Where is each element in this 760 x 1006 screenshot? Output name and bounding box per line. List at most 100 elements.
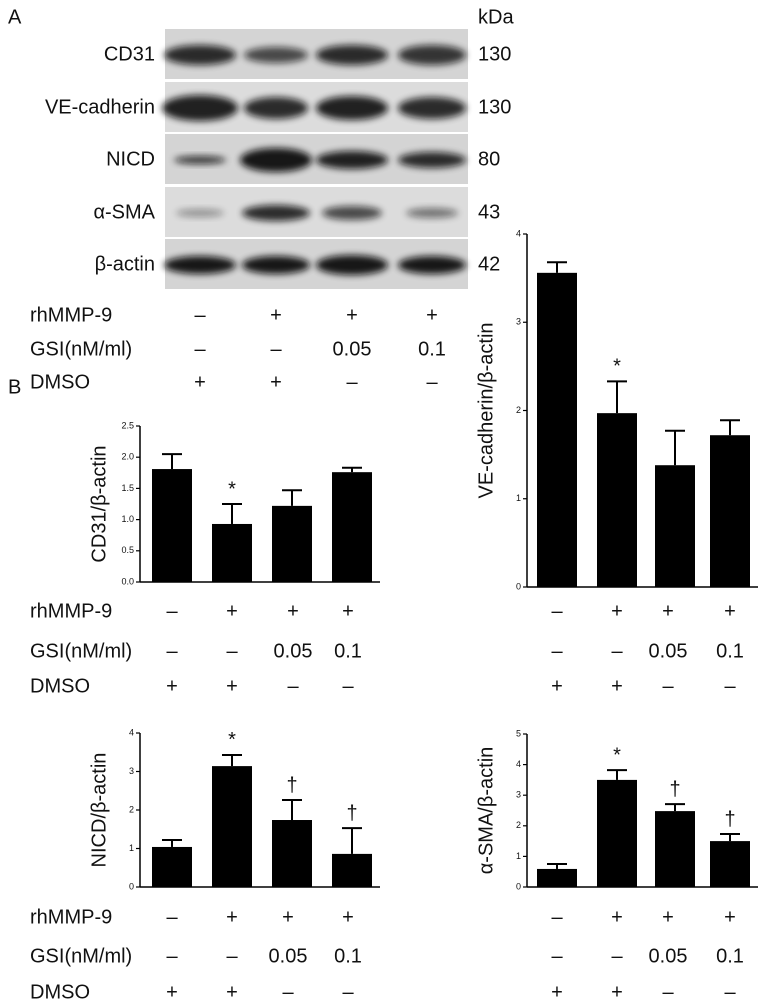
annotation: † (286, 774, 297, 796)
blot-band (316, 96, 388, 120)
treatment-value: + (342, 600, 354, 622)
blot-band (164, 256, 236, 274)
treatment-value: + (551, 981, 563, 1003)
treatment-value: 0.05 (649, 945, 688, 967)
treatment-value: + (724, 600, 736, 622)
y-tick-label: 4 (129, 727, 134, 737)
y-tick-label: 2.5 (121, 420, 134, 430)
y-tick-label: 0.5 (121, 545, 134, 555)
bar (597, 413, 637, 587)
blot-band (242, 256, 310, 274)
treatment-value: – (226, 945, 238, 967)
treatment-value: + (226, 600, 238, 622)
treatment-value: + (662, 600, 674, 622)
blot-band (398, 256, 466, 274)
y-tick-label: 1.5 (121, 483, 134, 493)
treatment-label: DMSO (30, 981, 90, 1003)
treatment-value: – (166, 906, 178, 928)
treatment-value: + (611, 906, 623, 928)
blot-band (176, 209, 224, 217)
treatment-value: – (342, 675, 354, 697)
protein-label: NICD (106, 148, 155, 170)
treatment-value: – (724, 675, 736, 697)
blot-band (174, 156, 226, 164)
blot-band (316, 151, 388, 169)
treatment-value: – (346, 371, 358, 393)
treatment-value: – (551, 945, 563, 967)
panel-label: A (8, 6, 22, 28)
treatment-value: – (166, 640, 178, 662)
y-tick-label: 1 (129, 843, 134, 853)
bar (710, 435, 750, 587)
treatment-value: + (724, 906, 736, 928)
treatment-value: + (611, 600, 623, 622)
treatment-value: – (551, 640, 563, 662)
bar (597, 779, 637, 887)
treatment-value: + (226, 906, 238, 928)
treatment-value: + (166, 981, 178, 1003)
treatment-value: 0.05 (649, 640, 688, 662)
treatment-value: – (611, 640, 623, 662)
annotation: * (613, 744, 621, 766)
kda-label: 130 (478, 43, 511, 65)
y-tick-label: 2 (516, 820, 521, 830)
treatment-label: GSI(nM/ml) (30, 945, 132, 967)
bar (272, 820, 312, 887)
treatment-value: – (166, 600, 178, 622)
bar (655, 465, 695, 587)
y-tick-label: 1 (516, 493, 521, 503)
annotation: † (346, 802, 357, 824)
treatment-value: + (551, 675, 563, 697)
treatment-value: – (662, 981, 674, 1003)
bar (710, 841, 750, 887)
treatment-value: 0.05 (333, 338, 372, 360)
treatment-label: rhMMP-9 (30, 304, 112, 326)
bar (272, 505, 312, 582)
blot-band (244, 97, 308, 119)
treatment-value: + (226, 981, 238, 1003)
blot-band (162, 95, 238, 121)
treatment-value: – (194, 338, 206, 360)
bar (332, 472, 372, 582)
y-tick-label: 0 (516, 581, 521, 591)
blot-band (398, 45, 466, 65)
treatment-value: + (346, 304, 358, 326)
treatment-value: – (551, 906, 563, 928)
treatment-value: 0.1 (418, 338, 446, 360)
y-tick-label: 0 (129, 881, 134, 891)
treatment-value: + (662, 906, 674, 928)
blot-band (242, 205, 310, 221)
panel-label: B (8, 376, 21, 398)
bar (537, 272, 577, 587)
treatment-label: GSI(nM/ml) (30, 640, 132, 662)
protein-label: α-SMA (93, 201, 155, 223)
y-axis-label: VE-cadherin/β-actin (475, 322, 497, 498)
treatment-value: 0.05 (274, 640, 313, 662)
bar (152, 846, 192, 887)
treatment-value: – (166, 945, 178, 967)
y-tick-label: 3 (129, 766, 134, 776)
treatment-value: + (166, 675, 178, 697)
treatment-value: 0.1 (716, 945, 744, 967)
y-axis-label: NICD/β-actin (88, 753, 110, 868)
protein-label: CD31 (104, 43, 155, 65)
annotation: * (228, 729, 236, 751)
treatment-value: 0.1 (334, 945, 362, 967)
y-tick-label: 1.0 (121, 514, 134, 524)
treatment-label: DMSO (30, 675, 90, 697)
y-tick-label: 2 (129, 804, 134, 814)
treatment-label: GSI(nM/ml) (30, 338, 132, 360)
treatment-value: – (270, 338, 282, 360)
bar (212, 523, 252, 582)
annotation: * (613, 356, 621, 378)
treatment-value: – (226, 640, 238, 662)
treatment-value: + (282, 906, 294, 928)
blot-band (316, 45, 388, 65)
blot-band (398, 97, 466, 119)
y-tick-label: 1 (516, 851, 521, 861)
treatment-value: + (611, 981, 623, 1003)
blot-band (322, 206, 382, 220)
y-axis-label: α-SMA/β-actin (475, 747, 497, 875)
treatment-value: – (426, 371, 438, 393)
y-tick-label: 0.0 (121, 576, 134, 586)
